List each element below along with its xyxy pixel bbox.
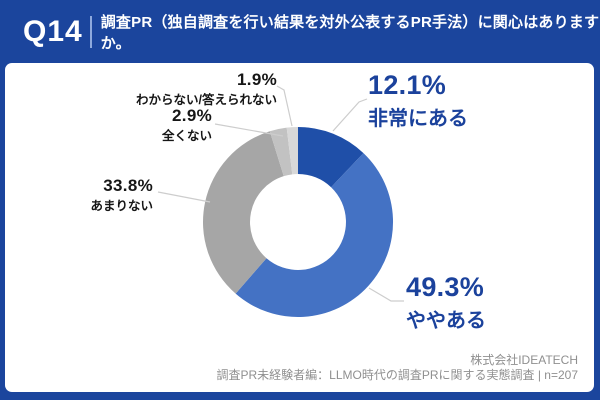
leader-line-0 bbox=[332, 98, 368, 132]
header-divider bbox=[89, 15, 92, 48]
leader-line-3 bbox=[214, 123, 284, 137]
leader-line-1 bbox=[368, 287, 404, 302]
percent-value: 1.9% bbox=[237, 70, 277, 89]
category-name: ややある bbox=[406, 309, 486, 332]
header-bar: Q14 調査PR（独自調査を行い結果を対外公表するPR手法）に関心はありますか。 bbox=[0, 0, 600, 63]
company-name: 株式会社IDEATECH bbox=[470, 353, 578, 367]
percent-value: 12.1% bbox=[368, 70, 447, 100]
donut-segment-4 bbox=[286, 127, 298, 175]
data-label-mattaku-nai: 2.9% 全くない bbox=[162, 107, 212, 144]
leader-line-4 bbox=[276, 85, 293, 127]
category-name: あまりない bbox=[90, 199, 153, 214]
donut-segment-0 bbox=[298, 126, 364, 188]
survey-source: 調査PR未経験者編：LLMO時代の調査PRに関する実態調査 | n=207 bbox=[216, 368, 578, 382]
data-label-wakaranai: 1.9% わからない/答えられない bbox=[136, 71, 277, 108]
data-label-yaya-aru: 49.3% ややある bbox=[406, 272, 486, 333]
data-label-amari-nai: 33.8% あまりない bbox=[90, 177, 153, 214]
question-title: 調査PR（独自調査を行い結果を対外公表するPR手法）に関心はありますか。 bbox=[100, 13, 600, 52]
leader-line-2 bbox=[157, 191, 211, 203]
question-number: Q14 bbox=[23, 14, 83, 48]
chart-panel bbox=[5, 63, 594, 392]
footer-credit: 株式会社IDEATECH 調査PR未経験者編：LLMO時代の調査PRに関する実態… bbox=[216, 353, 578, 383]
donut-segment-2 bbox=[203, 131, 284, 294]
category-name: わからない/答えられない bbox=[136, 93, 277, 108]
percent-value: 49.3% bbox=[406, 272, 485, 302]
donut-segment-3 bbox=[269, 127, 293, 177]
donut-segment-1 bbox=[235, 153, 394, 318]
percent-value: 2.9% bbox=[172, 106, 212, 125]
category-name: 全くない bbox=[161, 129, 212, 144]
category-name: 非常にある bbox=[368, 107, 468, 130]
percent-value: 33.8% bbox=[103, 176, 153, 195]
data-label-hijo-ni-aru: 12.1% 非常にある bbox=[368, 70, 468, 131]
